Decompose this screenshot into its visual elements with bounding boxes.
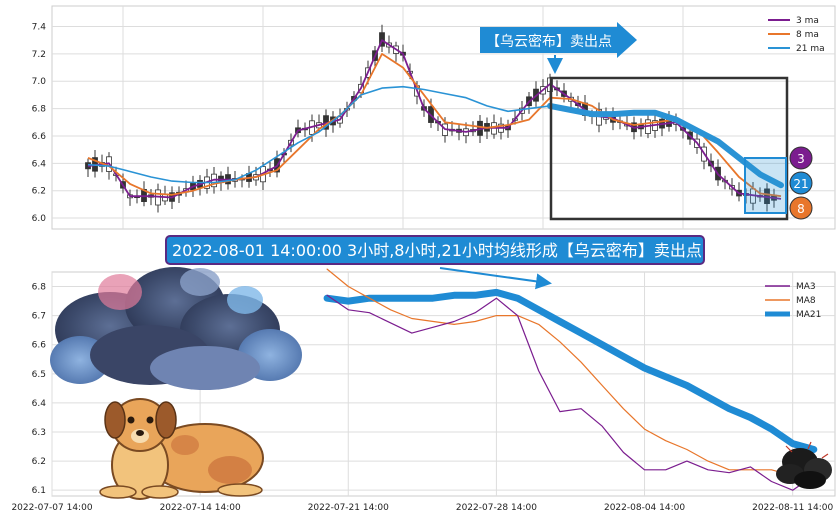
bottom-x-tick-label: 2022-07-21 14:00: [308, 503, 389, 513]
bottom-y-tick-label: 6.8: [32, 283, 47, 293]
bottom-y-tick-label: 6.6: [32, 341, 47, 351]
signal-region-box: [549, 76, 789, 221]
bottom-y-tick-label: 6.7: [32, 312, 46, 322]
signal-banner: 2022-08-01 14:00:00 3小时,8小时,21小时均线形成【乌云密…: [165, 235, 705, 290]
top-y-tick-label: 7.4: [32, 23, 47, 33]
badge-ma21: [789, 171, 813, 195]
bottom-x-tick-label: 2022-07-28 14:00: [456, 503, 537, 513]
bottom-y-tick-label: 6.1: [32, 486, 46, 496]
legend-label-ma3: 3 ma: [796, 16, 819, 26]
bottom-x-tick-label: 2022-08-11 14:00: [752, 503, 833, 513]
top-y-tick-label: 6.0: [32, 214, 47, 224]
top-y-tick-label: 6.4: [32, 159, 47, 169]
bottom-x-tick-label: 2022-07-14 14:00: [160, 503, 241, 513]
bottom-ma-lines: [323, 268, 818, 491]
legend-label-ma8: 8 ma: [796, 30, 819, 40]
ma-badges: 3 21 8: [789, 146, 813, 220]
dog-icon: [99, 398, 264, 500]
badge-ma3-label: 3: [797, 152, 805, 166]
bottom-series-line-MA8: [326, 268, 815, 477]
banner-text: 2022-08-01 14:00:00 3小时,8小时,21小时均线形成【乌云密…: [172, 241, 702, 260]
badge-ma8: [789, 196, 813, 220]
top-legend: 3 ma 8 ma 21 ma: [768, 16, 825, 54]
legend-label-ma21: 21 ma: [796, 44, 825, 54]
storm-cloud-icon: [50, 267, 302, 390]
badge-ma21-label: 21: [793, 177, 808, 191]
bottom-y-tick-label: 6.3: [32, 428, 46, 438]
bottom-series-line-MA21: [323, 288, 818, 453]
bottom-y-tick-label: 6.5: [32, 370, 46, 380]
top-y-axis: 6.0 6.2 6.4 6.6 6.8 7.0 7.2 7.4: [32, 23, 47, 225]
top-y-tick-label: 6.6: [32, 132, 47, 142]
top-y-tick-label: 7.0: [32, 77, 47, 87]
top-ma21-highlight: [547, 102, 784, 189]
bottom-y-tick-label: 6.4: [32, 399, 47, 409]
legend-label-MA3: MA3: [796, 282, 816, 292]
bottom-y-tick-label: 6.2: [32, 457, 46, 467]
bottom-y-axis: 6.1 6.2 6.3 6.4 6.5 6.6 6.7 6.8: [32, 283, 47, 497]
top-y-tick-label: 7.2: [32, 50, 46, 60]
bottom-x-tick-label: 2022-07-07 14:00: [11, 503, 92, 513]
legend-label-MA8: MA8: [796, 296, 816, 306]
bottom-x-axis: 2022-07-07 14:00 2022-07-14 14:00 2022-07-…: [11, 503, 833, 513]
top-ma-lines: [87, 39, 784, 200]
badge-ma8-label: 8: [797, 202, 805, 216]
bottom-series-line-MA3: [326, 294, 815, 491]
callout-arrow-shape: [480, 22, 637, 58]
top-y-tick-label: 6.8: [32, 105, 47, 115]
signal-focus-box: [744, 157, 787, 214]
banner-pointer: [439, 267, 552, 290]
bottom-x-tick-label: 2022-08-04 14:00: [604, 503, 685, 513]
bottom-legend: MA3 MA8 MA21: [765, 282, 821, 320]
legend-label-MA21: MA21: [796, 310, 821, 320]
signal-callout: 【乌云密布】卖出点: [480, 22, 637, 74]
top-y-tick-label: 6.2: [32, 187, 46, 197]
dark-cloud-icon: [776, 441, 832, 489]
banner-background: [165, 235, 705, 265]
badge-ma3: [789, 146, 813, 170]
callout-label: 【乌云密布】卖出点: [486, 33, 612, 50]
top-series-line-1: [87, 53, 782, 198]
